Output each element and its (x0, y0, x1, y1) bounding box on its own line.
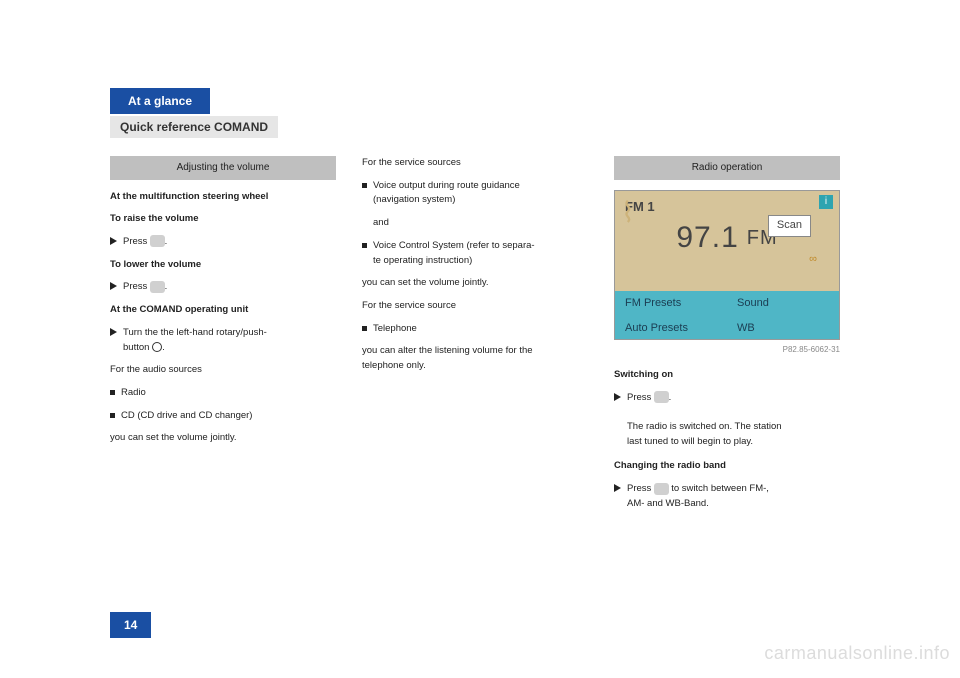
step-marker-icon (110, 282, 117, 290)
column-2: For the service sources Voice output dur… (362, 156, 588, 520)
bullet-icon (362, 326, 367, 331)
step-press-raise: Press . (123, 235, 167, 250)
text-switching-on: Switching on (614, 368, 840, 383)
column-1: Adjusting the volume At the multifunctio… (110, 156, 336, 520)
text-raise-volume: To raise the volume (110, 212, 336, 227)
step-marker-icon (614, 484, 621, 492)
heading-adjusting-volume: Adjusting the volume (110, 156, 336, 180)
figure-caption: P82.85-6062-31 (614, 344, 840, 356)
bullet-icon (110, 413, 115, 418)
bullet-icon (110, 390, 115, 395)
bullet-radio: Radio (121, 386, 146, 401)
bullet-cd: CD (CD drive and CD changer) (121, 409, 252, 424)
bullet-icon (362, 243, 367, 248)
text-and: and (373, 216, 588, 231)
step-press-radio: Press . The radio is switched on. The st… (627, 391, 782, 450)
key-icon (150, 235, 165, 247)
text-service-source: For the service source (362, 299, 588, 314)
section-subtitle: Quick reference COMAND (110, 116, 278, 138)
bullet-telephone: Telephone (373, 322, 417, 337)
heading-radio-operation: Radio operation (614, 156, 840, 180)
key-icon (654, 483, 669, 495)
step-marker-icon (110, 328, 117, 336)
key-icon (654, 391, 669, 403)
softkey-wb: WB (727, 316, 839, 340)
step-marker-icon (110, 237, 117, 245)
bullet-voice-control: Voice Control System (refer to separa- t… (373, 239, 535, 268)
key-icon (150, 281, 165, 293)
text-audio-sources: For the audio sources (110, 363, 336, 378)
text-service-sources: For the service sources (362, 156, 588, 171)
text-lower-volume: To lower the volume (110, 258, 336, 273)
step-press-band: Press to switch between FM-, AM- and WB-… (627, 482, 769, 511)
stereo-icon: ∞ (809, 251, 817, 268)
text-changing-band: Changing the radio band (614, 459, 840, 474)
antenna-icon: ⌇ (621, 191, 635, 234)
softkey-auto-presets: Auto Presets (615, 316, 727, 340)
step-press-lower: Press . (123, 280, 167, 295)
bullet-voice-nav: Voice output during route guidance (navi… (373, 179, 520, 208)
softkey-fm-presets: FM Presets (615, 291, 727, 316)
scan-button: Scan (768, 215, 811, 236)
text-steering-wheel: At the multifunction steering wheel (110, 190, 336, 205)
info-icon: i (819, 195, 833, 209)
bullet-icon (362, 183, 367, 188)
watermark: carmanualsonline.info (764, 643, 950, 664)
softkey-sound: Sound (727, 291, 839, 316)
column-3: Radio operation FM 1 i 97.1FM ∞ ⌇ Scan F… (614, 156, 840, 520)
text-comand-unit: At the COMAND operating unit (110, 303, 336, 318)
step-marker-icon (614, 393, 621, 401)
knob-icon (152, 342, 162, 352)
text-telephone-only: you can alter the listening volume for t… (362, 344, 588, 373)
page-number: 14 (110, 612, 151, 638)
text-jointly-1: you can set the volume jointly. (110, 431, 336, 446)
text-jointly-2: you can set the volume jointly. (362, 276, 588, 291)
radio-screen: FM 1 i 97.1FM ∞ ⌇ Scan FM Presets Sound … (614, 190, 840, 340)
step-turn-knob: Turn the the left-hand rotary/push- butt… (123, 326, 267, 355)
section-tab: At a glance (110, 88, 210, 114)
